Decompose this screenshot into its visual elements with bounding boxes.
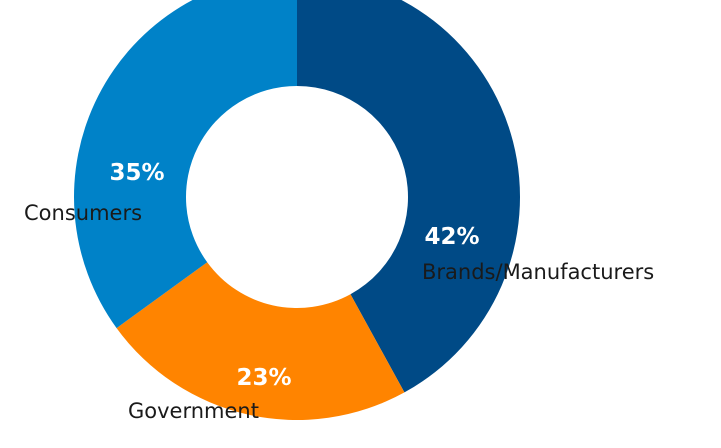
slice-consumers (74, 0, 297, 329)
slice-value-label-brands: 42% (424, 224, 479, 250)
slice-government (116, 262, 405, 420)
donut-slices (74, 0, 520, 420)
slice-value-label-consumers: 35% (109, 160, 164, 186)
slice-brands-manufacturers (297, 0, 520, 393)
slice-category-label-brands: Brands/Manufacturers (422, 260, 654, 284)
slice-category-label-consumers: Consumers (24, 201, 142, 225)
slice-value-label-government: 23% (236, 365, 291, 391)
slice-category-label-government: Government (128, 399, 259, 423)
